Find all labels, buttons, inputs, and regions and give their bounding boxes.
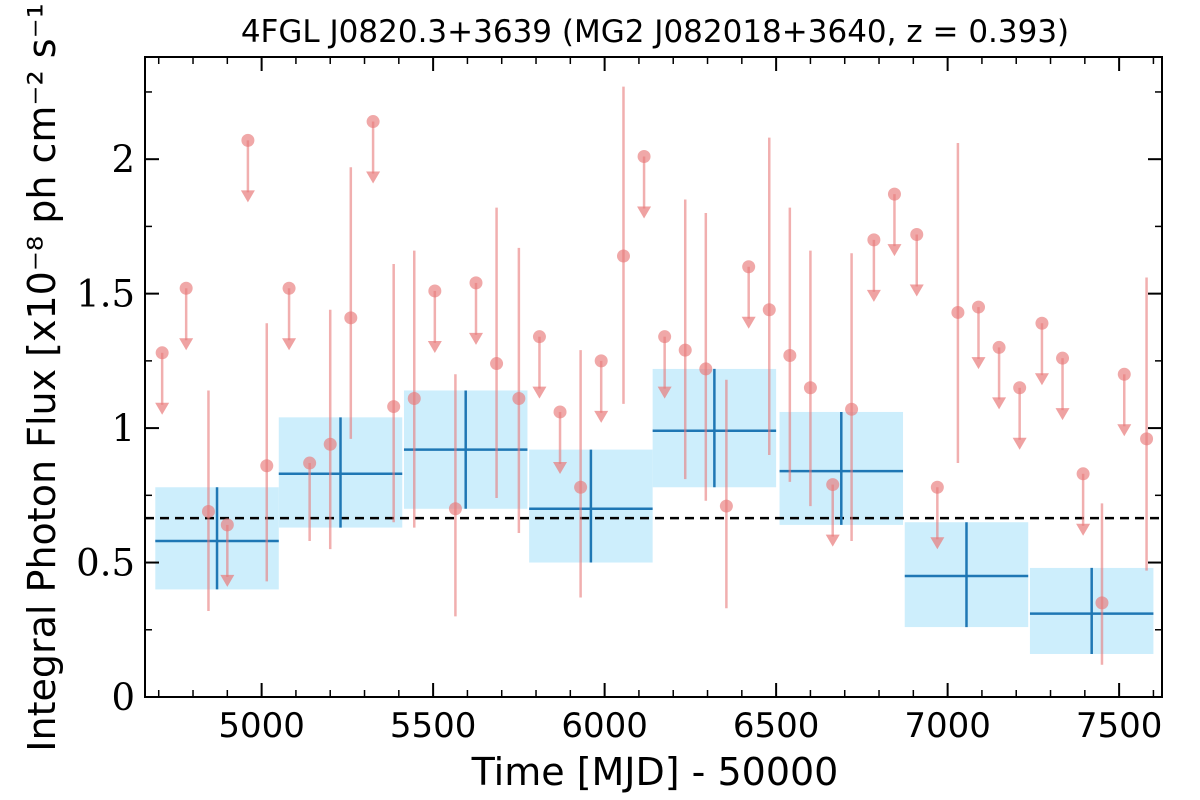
upper-limit-point bbox=[742, 260, 756, 274]
upper-limit-arrow-head bbox=[427, 340, 442, 353]
x-tick-label: 5000 bbox=[218, 706, 305, 746]
y-axis-label: Integral Photon Flux [x10⁻⁸ ph cm⁻² s⁻¹] bbox=[20, 0, 64, 752]
upper-limit-arrow-head bbox=[532, 386, 547, 399]
upper-limit-arrow-head bbox=[1117, 424, 1132, 437]
detection-point bbox=[951, 305, 965, 319]
detection-point bbox=[512, 392, 526, 406]
upper-limit-arrow-head bbox=[887, 244, 902, 257]
x-tick-label: 7000 bbox=[904, 706, 991, 746]
detection-point bbox=[803, 381, 817, 395]
upper-limit-point bbox=[469, 276, 483, 290]
upper-limit-point bbox=[887, 187, 901, 201]
axis-ticks: 5000 5500 6000 6500 7000 7500 0 0.5 1 1.5 2 bbox=[76, 57, 1162, 746]
detection-point bbox=[387, 400, 401, 414]
x-tick-label: 6000 bbox=[561, 706, 648, 746]
detection-point bbox=[323, 437, 337, 451]
upper-limit-point bbox=[867, 233, 881, 247]
detection-point bbox=[303, 456, 317, 470]
upper-limit-point bbox=[282, 281, 296, 295]
upper-limit-arrow-head bbox=[220, 574, 235, 587]
upper-limit-arrow-head bbox=[930, 537, 945, 550]
detection-point bbox=[490, 357, 504, 371]
upper-limit-arrow-head bbox=[179, 338, 194, 351]
upper-limit-arrow-head bbox=[240, 190, 255, 203]
upper-limit-arrow-head bbox=[1034, 373, 1049, 386]
x-tick-label: 5500 bbox=[390, 706, 477, 746]
upper-limit-arrow-head bbox=[971, 357, 986, 370]
upper-limit-point bbox=[1013, 381, 1027, 395]
upper-limit-arrow-head bbox=[366, 171, 381, 184]
upper-limit-point bbox=[1035, 316, 1049, 330]
upper-limit-point bbox=[637, 149, 651, 163]
upper-limit-arrow-head bbox=[553, 461, 568, 474]
upper-limit-point bbox=[553, 405, 567, 419]
detection-point bbox=[762, 303, 776, 317]
detection-point bbox=[574, 480, 588, 494]
detection-point bbox=[344, 311, 358, 325]
detection-point bbox=[783, 348, 797, 362]
upper-limit-arrow-head bbox=[866, 289, 881, 302]
upper-limit-arrow-head bbox=[282, 338, 297, 351]
upper-limit-arrow-head bbox=[637, 206, 652, 219]
detection-point bbox=[1095, 596, 1109, 610]
upper-limit-arrow-head bbox=[155, 402, 170, 415]
upper-limit-point bbox=[241, 133, 255, 147]
upper-limit-point bbox=[594, 354, 608, 368]
upper-limit-point bbox=[428, 284, 442, 298]
x-tick-label: 6500 bbox=[733, 706, 820, 746]
plot-area bbox=[145, 86, 1162, 665]
x-axis-label: Time [MJD] - 50000 bbox=[471, 750, 839, 794]
upper-limit-point bbox=[971, 300, 985, 314]
detection-point bbox=[448, 502, 462, 516]
y-tick-label: 2 bbox=[111, 138, 135, 181]
upper-limit-arrow-head bbox=[741, 316, 756, 329]
chart-title: 4FGL J0820.3+3639 (MG2 J082018+3640, z =… bbox=[241, 14, 1069, 50]
y-tick-label: 1 bbox=[111, 407, 135, 450]
detection-point bbox=[699, 362, 713, 376]
upper-limit-arrow-head bbox=[1055, 408, 1070, 421]
detection-point bbox=[678, 343, 692, 357]
detection-point bbox=[845, 402, 859, 416]
y-tick-label: 0.5 bbox=[76, 542, 135, 585]
plot-frame bbox=[144, 56, 1163, 698]
upper-limit-point bbox=[910, 227, 924, 241]
detection-point bbox=[1140, 432, 1154, 446]
upper-limit-point bbox=[930, 480, 944, 494]
detection-point bbox=[407, 392, 421, 406]
detection-point bbox=[616, 249, 630, 263]
upper-limit-arrow-head bbox=[1076, 523, 1091, 536]
upper-limit-arrow-head bbox=[1012, 437, 1027, 450]
x-tick-label: 7500 bbox=[1076, 706, 1163, 746]
upper-limit-point bbox=[1117, 367, 1131, 381]
upper-limit-point bbox=[992, 340, 1006, 354]
upper-limit-point bbox=[826, 478, 840, 492]
upper-limit-arrow-head bbox=[468, 332, 483, 345]
upper-limit-arrow-head bbox=[594, 410, 609, 423]
upper-limit-arrow-head bbox=[992, 397, 1007, 410]
upper-limit-point bbox=[179, 281, 193, 295]
detection-point bbox=[201, 504, 215, 518]
upper-limit-point bbox=[220, 518, 234, 532]
upper-limit-arrow-head bbox=[657, 386, 672, 399]
y-tick-label: 0 bbox=[111, 676, 135, 719]
upper-limit-point bbox=[1076, 467, 1090, 481]
upper-limit-arrow-head bbox=[825, 534, 840, 547]
upper-limit-point bbox=[366, 115, 380, 129]
upper-limit-point bbox=[658, 330, 672, 344]
upper-limit-point bbox=[155, 346, 169, 360]
upper-limit-point bbox=[1056, 351, 1070, 365]
detection-point bbox=[719, 499, 733, 513]
detection-point bbox=[260, 459, 274, 473]
upper-limit-arrow-head bbox=[909, 284, 924, 297]
upper-limit-point bbox=[532, 330, 546, 344]
y-tick-label: 1.5 bbox=[76, 273, 135, 316]
